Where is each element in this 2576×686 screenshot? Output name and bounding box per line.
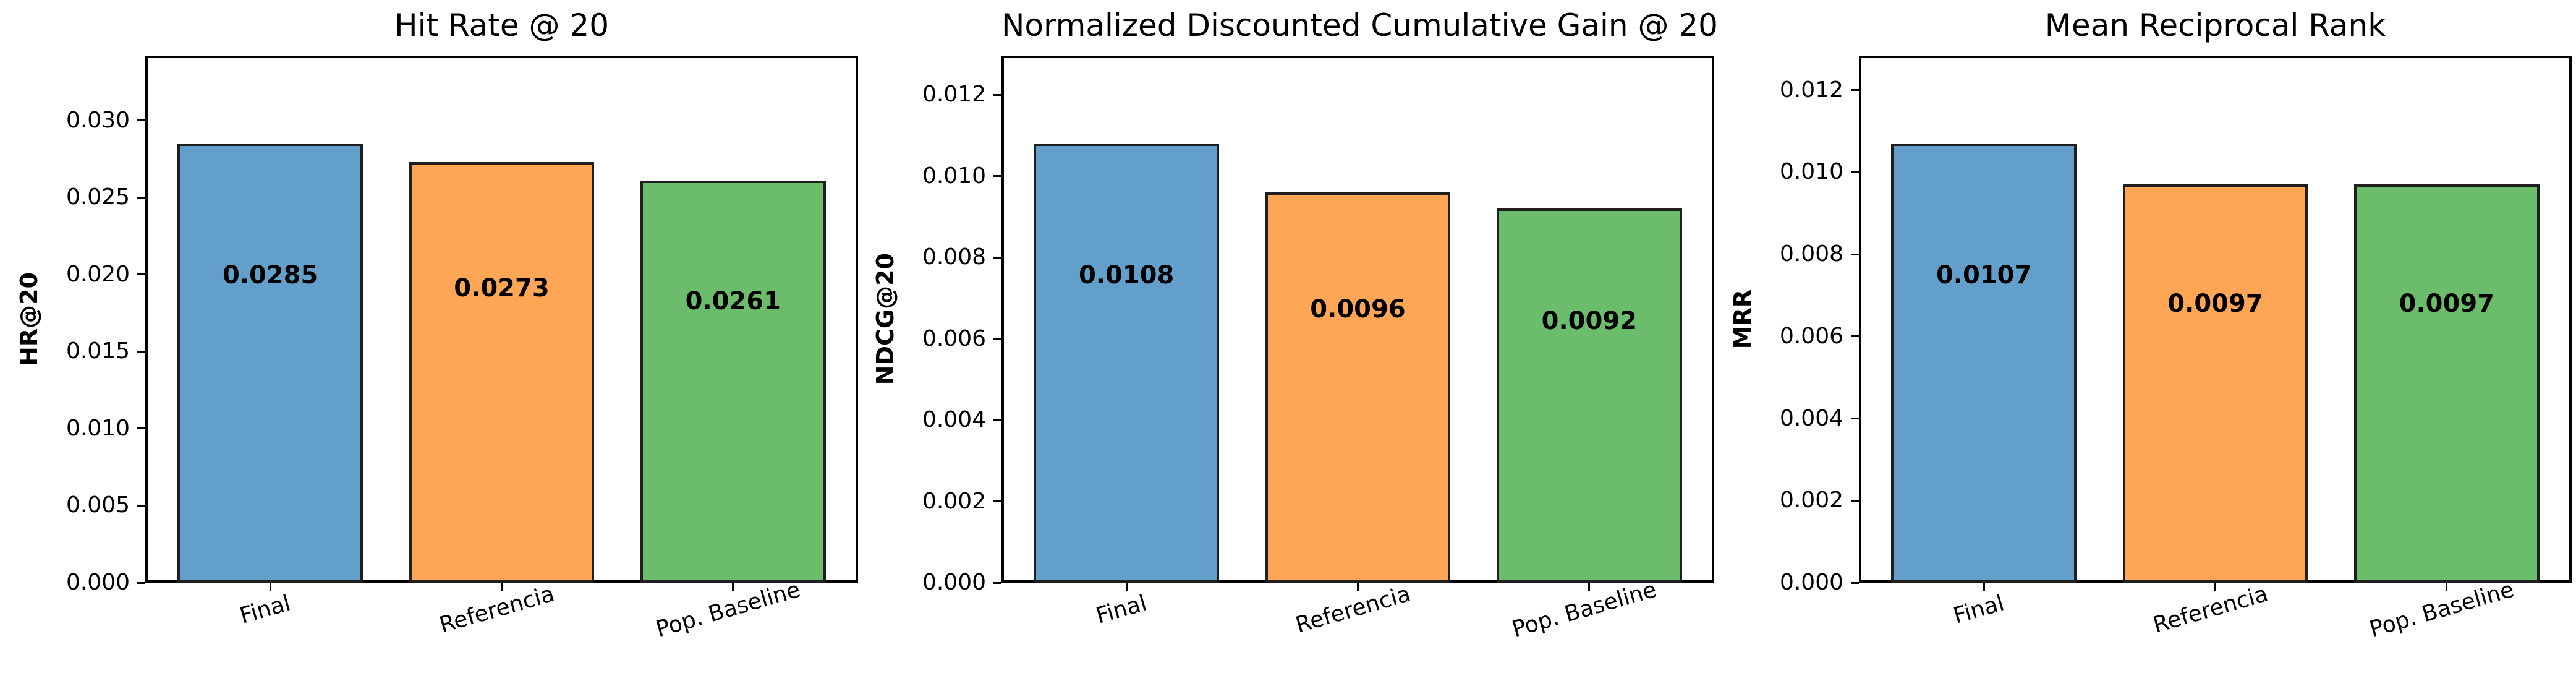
bar-value-label: 0.0092 <box>1541 306 1638 335</box>
y-tick-mark <box>1851 171 1859 173</box>
y-tick-label: 0.012 <box>1779 77 1843 103</box>
bar-value-label: 0.0108 <box>1078 261 1175 289</box>
x-tick-mark <box>1357 583 1359 591</box>
y-tick-label: 0.010 <box>66 415 130 441</box>
x-tick-mark <box>2214 583 2216 591</box>
axis-title: Mean Reciprocal Rank <box>2044 7 2386 43</box>
bar-final <box>1891 144 2077 583</box>
y-tick-label: 0.010 <box>922 163 986 189</box>
y-tick-label: 0.002 <box>922 488 986 514</box>
y-tick-label: 0.006 <box>1779 323 1843 349</box>
axis-title: Hit Rate @ 20 <box>394 7 610 43</box>
bar-final <box>177 144 363 583</box>
bar-value-label: 0.0261 <box>685 286 781 315</box>
x-tick-mark <box>501 583 503 591</box>
y-tick-mark <box>1851 418 1859 420</box>
y-tick-mark <box>137 427 145 430</box>
x-tick-mark <box>2446 583 2448 591</box>
y-tick-mark <box>993 419 1001 421</box>
y-tick-mark <box>993 93 1001 96</box>
y-tick-mark <box>137 504 145 507</box>
x-tick-mark <box>269 583 271 591</box>
y-tick-label: 0.002 <box>1779 487 1843 513</box>
bar-value-label: 0.0097 <box>2399 289 2495 319</box>
x-tick-mark <box>1125 583 1128 591</box>
bar-pop-baseline <box>1497 208 1682 583</box>
bar-final <box>1034 144 1219 583</box>
y-tick-label: 0.000 <box>1779 570 1843 595</box>
x-tick-mark <box>1588 583 1591 591</box>
y-tick-label: 0.004 <box>922 407 986 433</box>
bar-pop-baseline <box>2354 184 2540 583</box>
bar-value-label: 0.0107 <box>1936 261 2032 289</box>
y-tick-mark <box>1851 499 1859 502</box>
y-tick-mark <box>1851 581 1859 584</box>
bar-value-label: 0.0285 <box>222 261 318 289</box>
x-tick-mark <box>1983 583 1985 591</box>
y-tick-label: 0.006 <box>922 325 986 351</box>
y-tick-mark <box>137 581 145 584</box>
bar-value-label: 0.0273 <box>454 273 550 302</box>
y-tick-mark <box>993 500 1001 503</box>
y-tick-label: 0.030 <box>66 107 130 133</box>
y-tick-label: 0.000 <box>922 570 986 595</box>
y-tick-mark <box>993 256 1001 259</box>
y-tick-mark <box>1851 253 1859 255</box>
y-tick-label: 0.010 <box>1779 159 1843 185</box>
bar-value-label: 0.0096 <box>1310 295 1406 324</box>
y-tick-label: 0.020 <box>66 261 130 287</box>
bar-value-label: 0.0097 <box>2167 289 2263 319</box>
y-tick-label: 0.025 <box>66 184 130 210</box>
bar-pop-baseline <box>640 180 826 583</box>
y-tick-label: 0.008 <box>1779 241 1843 267</box>
y-tick-label: 0.004 <box>1779 405 1843 431</box>
y-tick-mark <box>137 119 145 122</box>
y-tick-label: 0.008 <box>922 244 986 270</box>
y-axis-label-text: NDCG@20 <box>872 253 899 385</box>
y-tick-mark <box>1851 335 1859 338</box>
y-tick-label: 0.015 <box>66 338 130 364</box>
axis-title: Normalized Discounted Cumulative Gain @ … <box>1001 7 1718 43</box>
y-tick-mark <box>137 196 145 199</box>
bar-referencia <box>2122 184 2308 583</box>
bar-referencia <box>409 161 595 583</box>
y-tick-mark <box>993 581 1001 584</box>
y-tick-mark <box>993 338 1001 340</box>
bar-referencia <box>1265 192 1451 583</box>
y-tick-mark <box>1851 89 1859 92</box>
y-tick-mark <box>137 350 145 353</box>
y-tick-label: 0.005 <box>66 492 130 518</box>
x-tick-mark <box>732 583 734 591</box>
y-tick-mark <box>993 175 1001 178</box>
y-tick-label: 0.000 <box>66 570 130 595</box>
y-tick-label: 0.012 <box>922 82 986 108</box>
y-tick-mark <box>137 273 145 276</box>
